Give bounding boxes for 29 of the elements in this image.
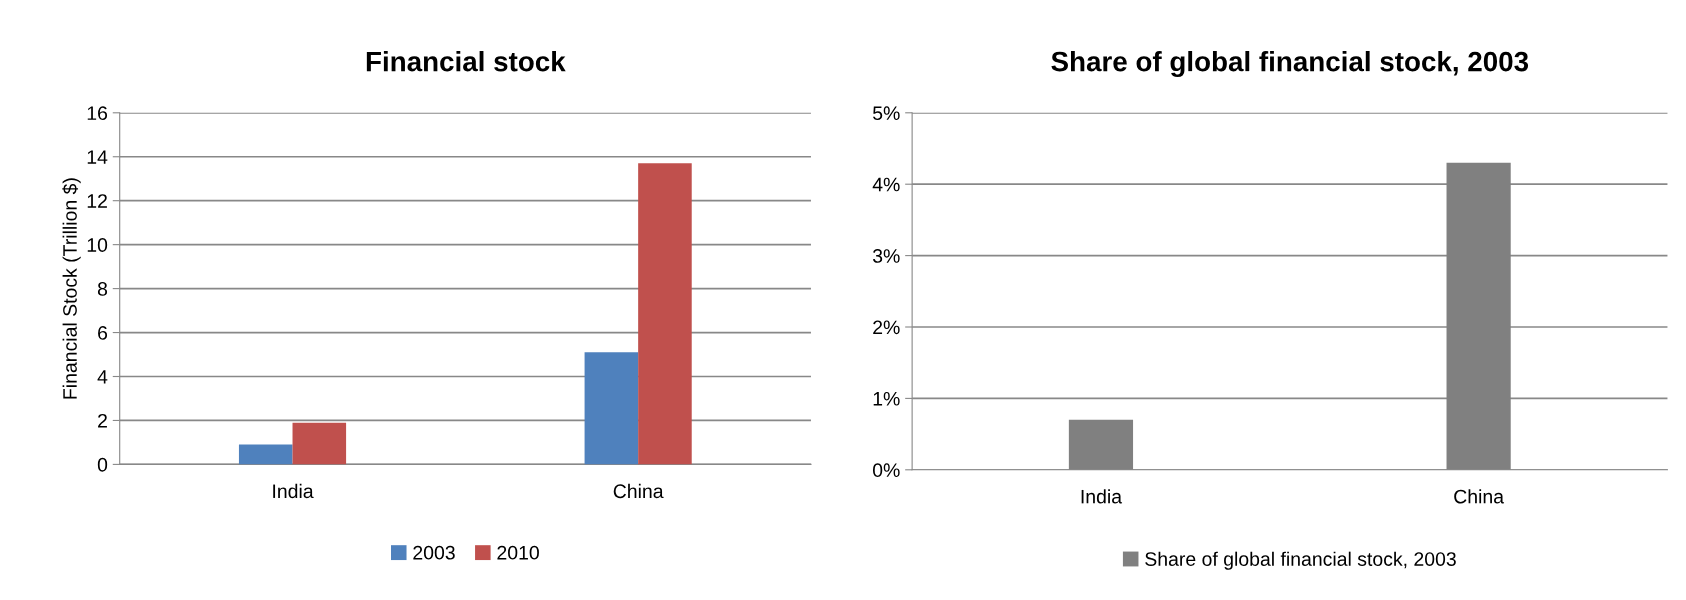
- x-tick-label: China: [613, 483, 664, 499]
- y-tick-label: 14: [87, 150, 108, 164]
- y-tick-label: 2%: [873, 320, 900, 335]
- y-tick-label: 1%: [873, 391, 900, 406]
- y-tick-label: 12: [87, 194, 107, 208]
- chart-title: Financial stock: [366, 51, 566, 72]
- y-tick-label: 5%: [872, 106, 900, 121]
- y-axis-title: Financial Stock (Trillion $): [62, 178, 81, 399]
- legend-label: 2010: [497, 545, 539, 560]
- chart-title: Share of global financial stock, 2003: [1051, 51, 1529, 78]
- y-tick-label: 4: [97, 370, 108, 384]
- bar: [238, 444, 293, 465]
- y-tick-label: 0%: [872, 463, 900, 478]
- bar: [292, 422, 347, 465]
- bar: [584, 352, 639, 465]
- y-tick-label: 8: [97, 282, 108, 296]
- legend-label: Share of global financial stock, 2003: [1145, 551, 1456, 570]
- legend-label: 2003: [413, 545, 455, 560]
- y-tick-label: 3%: [872, 249, 900, 263]
- y-tick-label: 4%: [872, 177, 900, 192]
- y-tick-label: 16: [87, 106, 108, 121]
- x-tick-label: India: [273, 483, 314, 499]
- bar: [638, 163, 692, 465]
- y-tick-label: 2: [98, 413, 107, 428]
- y-tick-label: 6: [98, 326, 108, 340]
- y-tick-label: 0: [97, 457, 108, 472]
- x-tick-label: India: [1081, 489, 1123, 504]
- x-tick-label: China: [1454, 489, 1505, 504]
- y-tick-label: 10: [87, 238, 108, 252]
